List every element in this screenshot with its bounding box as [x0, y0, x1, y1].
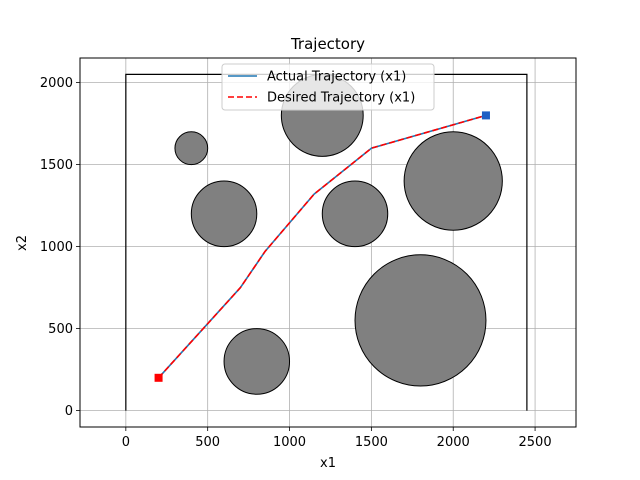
x-axis-label: x1 [320, 456, 336, 471]
obstacle-circle [223, 328, 291, 395]
y-tick-label: 2000 [40, 76, 73, 91]
x-tick-label: 2500 [519, 435, 552, 450]
series-line-desired [157, 114, 487, 379]
y-axis-label: x2 [15, 235, 30, 251]
y-tick-label: 1000 [40, 240, 73, 255]
obstacles [174, 73, 503, 395]
trajectories [157, 114, 487, 379]
obstacle-circle [321, 180, 389, 248]
plot-frame [79, 57, 577, 428]
y-tick-label: 500 [48, 322, 73, 337]
start-marker [154, 373, 163, 382]
obstacle-circle [190, 180, 258, 248]
obstacle-circle [403, 131, 503, 231]
x-tick-label: 1000 [273, 435, 306, 450]
legend: Actual Trajectory (x1) Desired Trajectory… [221, 63, 435, 111]
obstacle-circle [354, 254, 487, 387]
y-tick-label: 1500 [40, 158, 73, 173]
x-tick-label: 0 [122, 435, 130, 450]
x-tick-label: 1500 [355, 435, 388, 450]
y-tick-label: 0 [65, 404, 73, 419]
legend-label: Actual Trajectory (x1) [267, 70, 406, 85]
x-tick-label: 500 [195, 435, 220, 450]
chart-title: Trajectory [290, 35, 365, 53]
goal-marker [481, 111, 490, 120]
markers [154, 111, 490, 382]
obstacle-circle [174, 131, 209, 166]
legend-box [221, 63, 435, 111]
x-tick-label: 2000 [437, 435, 470, 450]
ticks: 0 500 1000 1500 2000 2500 0 500 1000 1500 2000 [40, 76, 552, 450]
legend-label: Desired Trajectory (x1) [267, 91, 415, 106]
